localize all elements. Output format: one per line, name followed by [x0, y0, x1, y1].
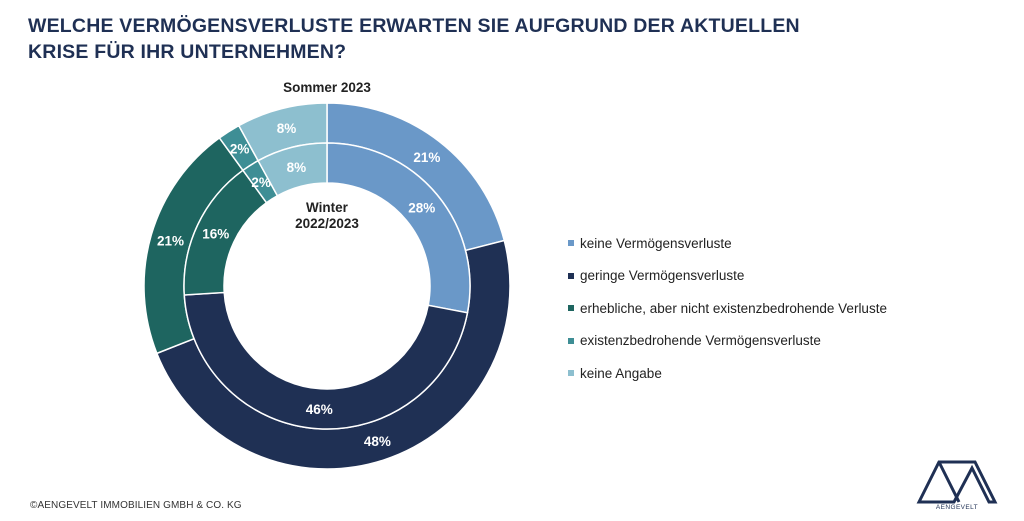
legend-swatch — [568, 337, 574, 344]
title-line-1: WELCHE VERMÖGENSVERLUSTE ERWARTEN SIE AU… — [28, 15, 800, 37]
inner-ring-data-label: 16% — [202, 227, 229, 242]
legend-item-existenzbedrohende-verluste: existenzbedrohende Vermögensverluste — [568, 325, 887, 358]
legend-item-keine-verluste: keine Vermögensverluste — [568, 227, 887, 260]
legend: keine Vermögensverluste geringe Vermögen… — [568, 227, 887, 390]
title-line-2: KRISE FÜR IHR UNTERNEHMEN? — [28, 41, 347, 63]
outer-ring-caption: Sommer 2023 — [283, 80, 371, 95]
legend-swatch — [568, 305, 574, 312]
aengevelt-logo: AENGEVELT — [916, 458, 998, 514]
chart-title: WELCHE VERMÖGENSVERLUSTE ERWARTEN SIE AU… — [28, 13, 828, 65]
legend-label: geringe Vermögensverluste — [580, 268, 745, 284]
legend-label: erhebliche, aber nicht existenzbedrohend… — [580, 300, 887, 316]
inner-ring-data-label: 46% — [306, 402, 333, 417]
outer-ring-data-label: 2% — [230, 141, 250, 156]
copyright-footer: ©AENGEVELT IMMOBILIEN GMBH & CO. KG — [30, 500, 242, 511]
legend-swatch — [568, 272, 574, 279]
legend-label: keine Vermögensverluste — [580, 235, 732, 251]
inner-ring-caption-line-1: Winter — [306, 200, 349, 215]
logo-mark-icon — [916, 460, 998, 504]
legend-item-keine-angabe: keine Angabe — [568, 357, 887, 390]
inner-ring-slice — [257, 142, 328, 197]
outer-ring-data-label: 21% — [157, 234, 184, 249]
legend-item-erhebliche-verluste: erhebliche, aber nicht existenzbedrohend… — [568, 292, 887, 325]
legend-swatch — [568, 370, 574, 377]
inner-ring-data-label: 8% — [287, 160, 307, 175]
legend-label: keine Angabe — [580, 365, 662, 381]
inner-ring-data-label: 28% — [408, 201, 435, 216]
inner-ring-caption-line-2: 2022/2023 — [295, 216, 359, 231]
outer-ring-data-label: 8% — [277, 121, 297, 136]
inner-ring-slice — [183, 291, 469, 430]
outer-ring-data-label: 48% — [364, 434, 391, 449]
legend-item-geringe-verluste: geringe Vermögensverluste — [568, 260, 887, 293]
outer-ring-data-label: 21% — [413, 150, 440, 165]
legend-swatch — [568, 240, 574, 247]
logo-text: AENGEVELT — [935, 504, 979, 511]
inner-ring-data-label: 2% — [251, 175, 271, 190]
legend-label: existenzbedrohende Vermögensverluste — [580, 333, 821, 349]
